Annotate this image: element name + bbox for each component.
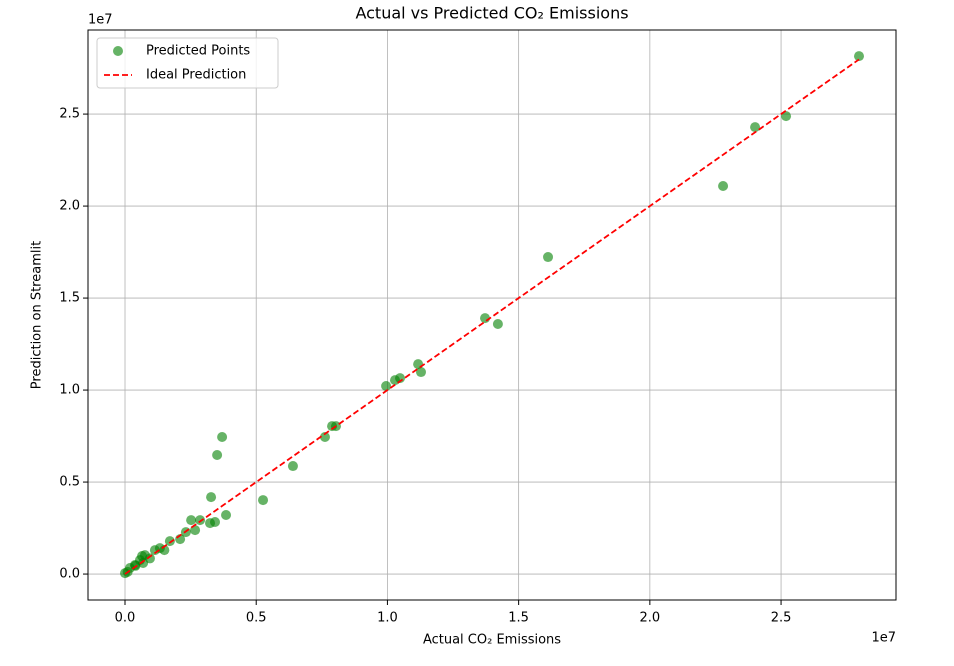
x-tick-label: 0.5 — [246, 611, 267, 626]
point — [327, 421, 338, 432]
point — [381, 381, 392, 392]
point — [390, 375, 401, 386]
chart-title: Actual vs Predicted CO₂ Emissions — [355, 4, 628, 23]
y-tick-label: 0.5 — [59, 475, 80, 490]
x-tick-label: 1.0 — [377, 611, 398, 626]
point — [217, 431, 228, 442]
y-tick-label: 1.5 — [59, 291, 80, 306]
y-tick-label: 2.5 — [59, 107, 80, 122]
x-axis-label: Actual CO₂ Emissions — [423, 633, 561, 648]
point — [164, 536, 175, 547]
point — [718, 181, 729, 192]
point — [205, 518, 216, 529]
x-tick-label: 0.0 — [115, 611, 136, 626]
point — [186, 515, 197, 526]
point — [853, 51, 864, 62]
point — [781, 111, 792, 122]
point — [212, 450, 223, 461]
x-tick-label: 2.0 — [640, 611, 661, 626]
legend-label: Ideal Prediction — [146, 68, 246, 83]
point — [258, 495, 269, 506]
legend-label: Predicted Points — [146, 44, 250, 59]
x-tick-label: 1.5 — [508, 611, 529, 626]
plot-frame — [87, 29, 897, 601]
legend-box — [96, 37, 279, 89]
point — [221, 509, 232, 520]
x-tick-label: 2.5 — [771, 611, 792, 626]
y-tick-label: 2.0 — [59, 199, 80, 214]
y-axis-label: Prediction on Streamlit — [30, 241, 45, 389]
point — [319, 431, 330, 442]
point — [543, 252, 554, 263]
y-tick-label: 0.0 — [59, 567, 80, 582]
line — [124, 58, 860, 575]
point — [287, 461, 298, 472]
point — [149, 545, 160, 556]
y-tick-label: 1.0 — [59, 383, 80, 398]
legend-marker — [113, 46, 123, 56]
point — [492, 319, 503, 330]
point — [416, 367, 427, 378]
x-offset-label: 1e7 — [871, 631, 896, 646]
point — [195, 515, 206, 526]
point — [144, 553, 155, 564]
y-offset-label: 1e7 — [88, 13, 113, 28]
point — [206, 492, 217, 503]
point — [750, 122, 761, 133]
